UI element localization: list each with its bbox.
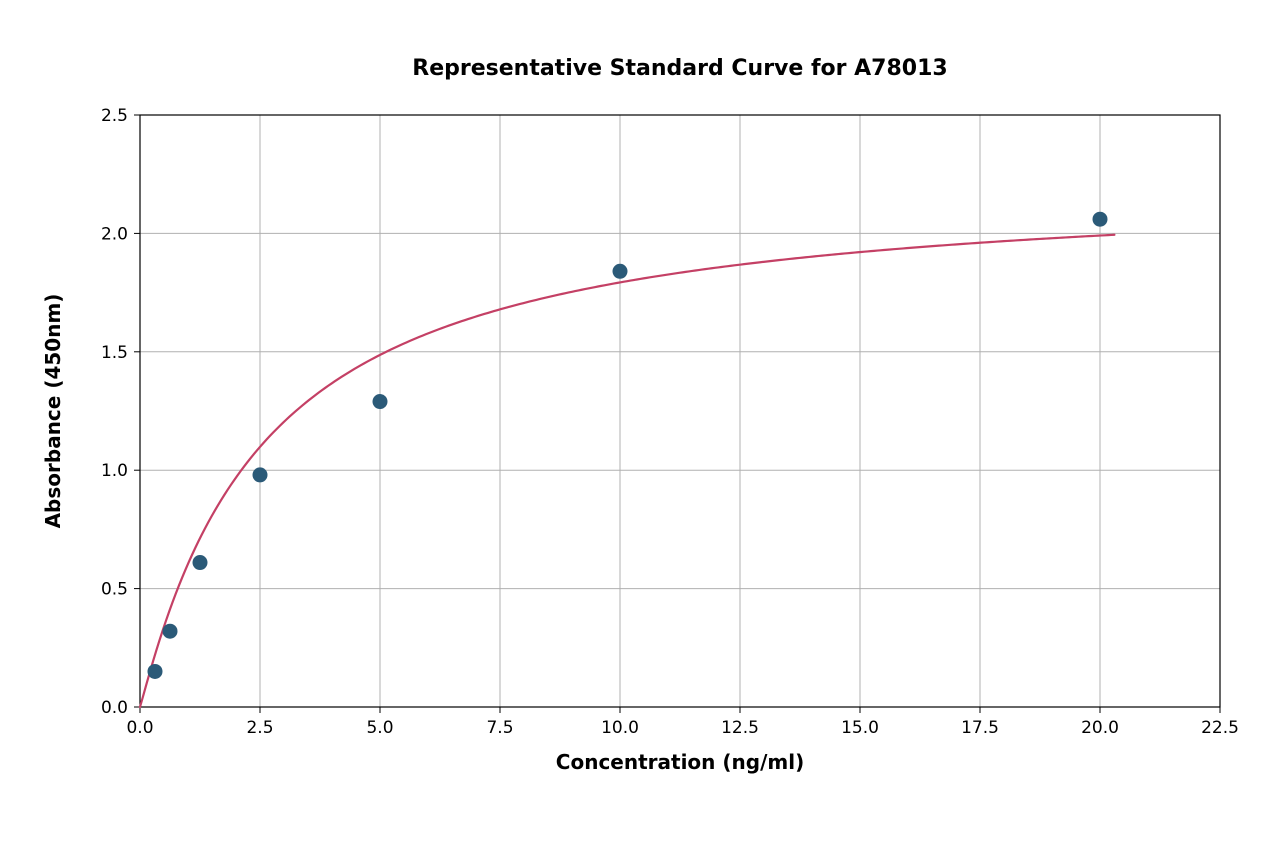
x-tick-label: 22.5 [1201,718,1239,738]
y-tick-label: 1.5 [101,343,128,363]
y-axis-label: Absorbance (450nm) [41,294,65,529]
y-tick-label: 0.5 [101,580,128,600]
data-point [163,624,178,639]
x-tick-label: 12.5 [721,718,759,738]
x-tick-label: 5.0 [366,718,393,738]
y-tick-label: 1.0 [101,461,128,481]
data-point [373,394,388,409]
x-tick-label: 10.0 [601,718,639,738]
x-tick-label: 20.0 [1081,718,1119,738]
data-point [613,264,628,279]
chart-title: Representative Standard Curve for A78013 [412,56,947,81]
x-tick-label: 17.5 [961,718,999,738]
y-tick-label: 2.5 [101,106,128,126]
x-tick-label: 7.5 [486,718,513,738]
data-point [1093,212,1108,227]
standard-curve-chart: 0.0 2.5 5.0 7.5 10.0 12.5 15.0 17.5 20.0 22.5 0.0 0… [0,0,1280,845]
data-point [148,664,163,679]
data-point [193,555,208,570]
x-tick-label: 15.0 [841,718,879,738]
x-tick-label: 2.5 [246,718,273,738]
x-axis-label: Concentration (ng/ml) [556,750,804,774]
x-tick-label: 0.0 [126,718,153,738]
chart-container: 0.0 2.5 5.0 7.5 10.0 12.5 15.0 17.5 20.0 22.5 0.0 0… [0,0,1280,845]
data-point [253,467,268,482]
y-tick-label: 0.0 [101,698,128,718]
y-tick-label: 2.0 [101,224,128,244]
